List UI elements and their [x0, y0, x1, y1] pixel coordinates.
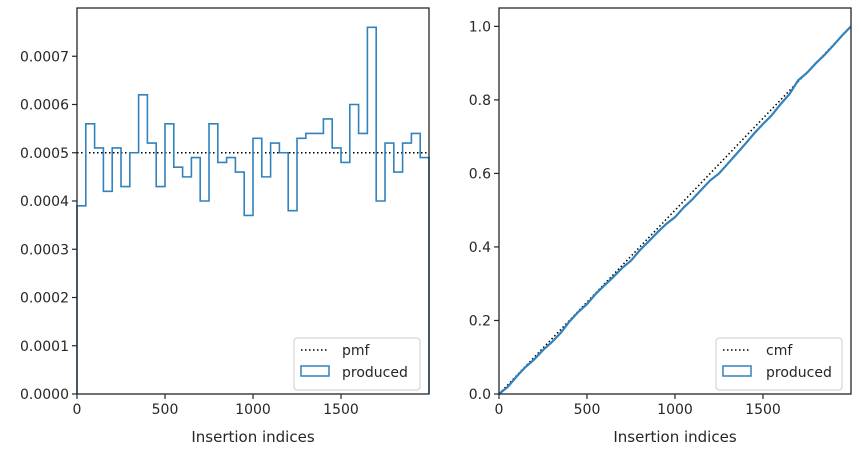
x-tick-label: 1500 [745, 402, 781, 418]
x-axis-label: Insertion indices [613, 428, 736, 446]
legend-produced-label: produced [766, 365, 832, 381]
series-produced [498, 25, 852, 395]
legend: cmf produced [715, 337, 843, 391]
y-tick-label: 0.4 [469, 240, 491, 256]
legend-cmf-label: cmf [766, 343, 793, 359]
y-tick-label: 0.0005 [20, 146, 69, 162]
legend: pmf produced [293, 337, 421, 391]
legend-pmf-label: pmf [342, 343, 371, 359]
x-tick-label: 1000 [235, 402, 271, 418]
legend-produced-marker [722, 365, 752, 377]
y-tick-label: 0.0007 [20, 49, 69, 65]
y-tick-label: 0.0002 [20, 291, 69, 307]
axis-ticks: 0 500 1000 1500 0.0 0.2 0.4 0.6 0.8 1.0 [469, 7, 852, 418]
x-tick-label: 500 [574, 402, 601, 418]
y-tick-label: 0.0006 [20, 98, 69, 114]
y-tick-label: 0.2 [469, 313, 491, 329]
y-tick-label: 0.0004 [20, 194, 69, 210]
y-tick-label: 0.0 [469, 387, 491, 403]
x-axis-label: Insertion indices [191, 428, 314, 446]
y-tick-label: 0.0000 [20, 387, 69, 403]
legend-frame [293, 337, 421, 391]
x-tick-label: 1000 [657, 402, 693, 418]
plot-area [76, 26, 430, 394]
x-tick-label: 1500 [323, 402, 359, 418]
series-produced [76, 26, 430, 394]
axis-ticks: 0 500 1000 1500 0.0000 0.0001 0.0002 0.0003 0.00… [20, 7, 430, 418]
legend-frame [715, 337, 843, 391]
legend-produced-marker [300, 365, 330, 377]
pmf-histogram-panel: 0 500 1000 1500 0.0000 0.0001 0.0002 0.0003 0.00… [20, 7, 430, 446]
cmf-cumulative-panel: 0 500 1000 1500 0.0 0.2 0.4 0.6 0.8 1.0 cmf produ… [469, 7, 852, 446]
y-tick-label: 0.0001 [20, 339, 69, 355]
y-tick-label: 1.0 [469, 19, 491, 35]
x-tick-label: 0 [73, 402, 82, 418]
plot-area [498, 25, 852, 395]
y-tick-label: 0.0003 [20, 242, 69, 258]
y-tick-label: 0.6 [469, 166, 491, 182]
legend-produced-label: produced [342, 365, 408, 381]
axes-frame [498, 7, 852, 395]
x-tick-label: 500 [152, 402, 179, 418]
x-tick-label: 0 [495, 402, 504, 418]
y-tick-label: 0.8 [469, 93, 491, 109]
